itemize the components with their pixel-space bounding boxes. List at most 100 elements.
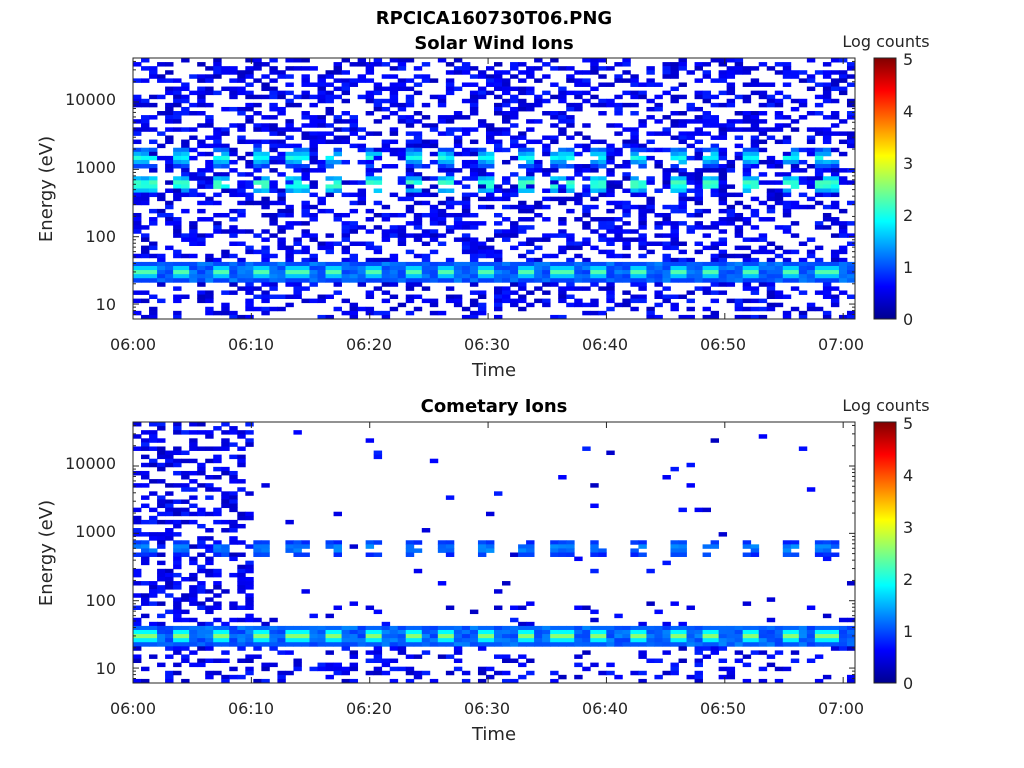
heatmap-cell bbox=[301, 589, 310, 594]
heatmap-cell bbox=[710, 314, 720, 320]
heatmap-cell bbox=[630, 139, 639, 145]
heatmap-cell bbox=[622, 241, 631, 246]
heatmap-cell bbox=[181, 82, 190, 87]
heatmap-cell bbox=[790, 98, 800, 104]
colorbar-tick-label: 2 bbox=[903, 206, 913, 225]
heatmap-cell bbox=[718, 184, 728, 189]
heatmap-cell bbox=[670, 642, 679, 647]
heatmap-cell bbox=[566, 184, 575, 189]
heatmap-cell bbox=[510, 261, 519, 267]
heatmap-cell bbox=[742, 188, 752, 193]
heatmap-cell bbox=[822, 86, 832, 92]
heatmap-cell bbox=[734, 629, 744, 635]
heatmap-cell bbox=[445, 176, 455, 181]
heatmap-cell bbox=[261, 642, 270, 647]
heatmap-cell bbox=[718, 147, 728, 153]
heatmap-cell bbox=[325, 265, 334, 271]
heatmap-cell bbox=[550, 196, 559, 202]
heatmap-cell bbox=[397, 115, 407, 120]
heatmap-cell bbox=[846, 646, 856, 651]
heatmap-cell bbox=[750, 270, 760, 275]
heatmap-cell bbox=[678, 265, 687, 271]
heatmap-cell bbox=[461, 164, 471, 169]
heatmap-cell bbox=[413, 155, 423, 161]
heatmap-cell bbox=[526, 270, 535, 275]
heatmap-cell bbox=[822, 147, 832, 153]
heatmap-cell bbox=[582, 168, 591, 173]
heatmap-cell bbox=[165, 572, 174, 578]
heatmap-cell bbox=[141, 233, 150, 238]
heatmap-cell bbox=[814, 225, 824, 230]
heatmap-cell bbox=[806, 111, 816, 116]
heatmap-cell bbox=[694, 658, 703, 664]
heatmap-cell bbox=[614, 629, 623, 635]
heatmap-cell bbox=[365, 151, 375, 157]
heatmap-cell bbox=[237, 74, 246, 79]
heatmap-cell bbox=[574, 164, 583, 169]
heatmap-cell bbox=[590, 147, 599, 153]
heatmap-cell bbox=[357, 278, 367, 283]
heatmap-cell bbox=[437, 131, 447, 136]
heatmap-cell bbox=[710, 78, 720, 83]
heatmap-cell bbox=[758, 314, 768, 320]
heatmap-cell bbox=[141, 261, 150, 267]
heatmap-cell bbox=[782, 212, 792, 218]
heatmap-cell bbox=[333, 278, 342, 283]
heatmap-cell bbox=[253, 548, 262, 553]
heatmap-cell bbox=[333, 548, 342, 553]
heatmap-cell bbox=[558, 265, 567, 271]
heatmap-cell bbox=[253, 102, 262, 108]
heatmap-cell bbox=[333, 66, 342, 71]
heatmap-cell bbox=[814, 654, 824, 659]
heatmap-cell bbox=[550, 552, 559, 557]
heatmap-cell bbox=[670, 625, 679, 631]
heatmap-cell bbox=[702, 306, 711, 312]
heatmap-cell bbox=[333, 306, 342, 312]
heatmap-cell bbox=[830, 221, 840, 226]
heatmap-cell bbox=[686, 270, 695, 275]
panel-title-solar-wind: Solar Wind Ions bbox=[414, 33, 573, 54]
heatmap-cell bbox=[638, 294, 647, 300]
heatmap-cell bbox=[141, 164, 150, 169]
heatmap-cell bbox=[253, 642, 262, 647]
heatmap-cell bbox=[622, 298, 631, 304]
heatmap-cell bbox=[229, 274, 238, 279]
heatmap-cell bbox=[325, 90, 334, 96]
heatmap-cell bbox=[413, 139, 423, 145]
heatmap-cell bbox=[373, 180, 383, 185]
heatmap-cell bbox=[806, 164, 816, 169]
heatmap-cell bbox=[189, 650, 198, 655]
heatmap-cell bbox=[181, 159, 190, 165]
heatmap-cell bbox=[381, 278, 391, 283]
heatmap-cell bbox=[197, 94, 206, 100]
heatmap-cell bbox=[758, 634, 768, 639]
heatmap-cell bbox=[149, 536, 158, 541]
heatmap-cell bbox=[189, 576, 198, 582]
heatmap-cell bbox=[782, 135, 792, 140]
heatmap-cell bbox=[654, 282, 663, 287]
heatmap-cell bbox=[710, 135, 720, 140]
ytick-label: 1000 bbox=[75, 158, 116, 177]
heatmap-cell bbox=[477, 310, 487, 316]
heatmap-cell bbox=[606, 638, 615, 643]
heatmap-cell bbox=[333, 638, 342, 643]
heatmap-cell bbox=[830, 629, 840, 635]
heatmap-cell bbox=[502, 127, 511, 132]
heatmap-cell bbox=[381, 274, 391, 279]
heatmap-cell bbox=[485, 172, 495, 177]
heatmap-cell bbox=[181, 192, 190, 198]
heatmap-cell bbox=[606, 634, 615, 639]
heatmap-cell bbox=[822, 274, 832, 279]
heatmap-cell bbox=[494, 184, 503, 189]
heatmap-cell bbox=[245, 613, 254, 619]
heatmap-cell bbox=[630, 642, 639, 647]
heatmap-cell bbox=[453, 135, 463, 140]
heatmap-cell bbox=[718, 257, 728, 263]
heatmap-cell bbox=[606, 98, 615, 104]
heatmap-cell bbox=[133, 188, 142, 193]
heatmap-cell bbox=[333, 119, 342, 124]
heatmap-cell bbox=[269, 221, 278, 226]
heatmap-cell bbox=[558, 86, 567, 92]
heatmap-cell bbox=[293, 180, 302, 185]
heatmap-cell bbox=[405, 188, 415, 193]
